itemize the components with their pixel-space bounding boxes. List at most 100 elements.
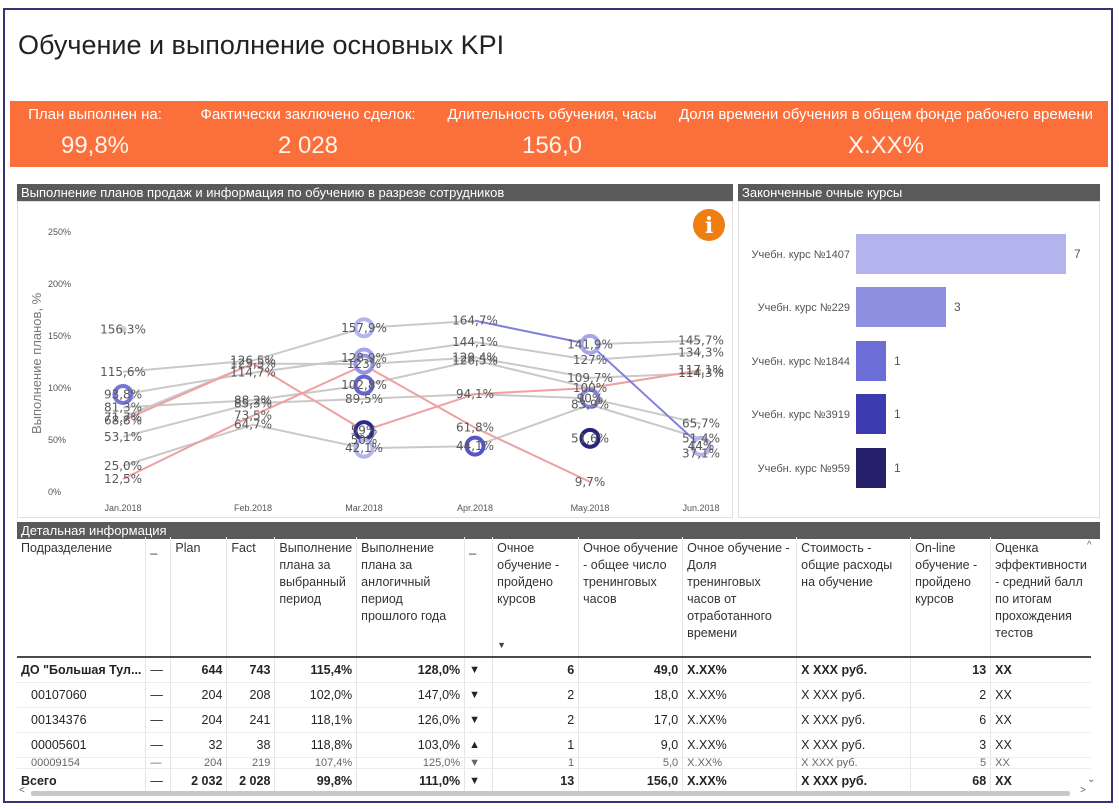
bar-category-label: Учебн. курс №959 <box>758 463 850 475</box>
info-icon[interactable]: i <box>693 209 725 241</box>
col-subdivision-header[interactable]: Подразделение <box>17 537 146 657</box>
col-plan-last-year-header[interactable]: Выполнение плана за анлогичный период пр… <box>356 537 465 657</box>
kpi-training-share[interactable]: Доля времени обучения в общем фонде рабо… <box>666 101 1106 167</box>
series-line[interactable] <box>122 341 702 396</box>
bar[interactable] <box>856 234 1066 274</box>
col-plan-cell: 644 <box>170 656 227 683</box>
series-point[interactable] <box>119 325 127 333</box>
bar[interactable] <box>856 287 946 327</box>
table-row-total[interactable]: Всего —2 032 2 028 99,8% 111,0% ▼ 13 156,0 X.XX%… <box>17 768 1091 793</box>
col-indicator-cell: — <box>145 656 171 683</box>
data-label: 37,1% <box>682 446 720 460</box>
training-marker[interactable] <box>112 383 134 405</box>
scroll-right-icon[interactable]: > <box>1080 785 1086 796</box>
courses-bar-chart[interactable]: Учебн. курс №1407 7 Учебн. курс №229 3 Учебн… <box>738 199 1100 517</box>
col-online-courses-header[interactable]: On-line обучение - пройдено курсов <box>910 537 991 657</box>
data-label: 51,4% <box>682 432 720 446</box>
training-marker[interactable] <box>353 317 375 339</box>
col-plan-cell: 204 <box>170 707 227 733</box>
data-label: 157,9% <box>341 321 387 335</box>
col-training-share-cell: X.XX% <box>682 682 797 708</box>
training-marker[interactable] <box>690 435 712 457</box>
bar[interactable] <box>856 448 886 488</box>
col-cost-cell: X XXX руб. <box>796 732 911 758</box>
scroll-thumb[interactable] <box>31 791 1070 796</box>
x-tick-label: Feb.2018 <box>234 503 272 513</box>
training-marker[interactable] <box>353 374 375 396</box>
info-icon-circle[interactable] <box>693 209 725 241</box>
table-row-group[interactable]: ДО "Большая Тул... —644 743 115,4% 128,0% ▼ 6 4… <box>17 656 1091 683</box>
table-row[interactable]: 00134376—204 241 118,1% 126,0% ▼ 2 17,0 X.XX% X … <box>17 707 1091 733</box>
training-marker[interactable] <box>353 437 375 459</box>
line-panel-title: Выполнение планов продаж и информация по… <box>17 184 733 201</box>
column-header-label: Очное обучение - Доля тренинговых часов … <box>687 541 790 640</box>
col-plan-completion-cell: 102,0% <box>274 682 357 708</box>
training-marker[interactable] <box>353 353 375 375</box>
col-online-courses-cell: 5 <box>910 757 991 769</box>
column-header-label: Оценка эффективности - средний балл по и… <box>995 541 1087 640</box>
line-panel-border <box>17 201 733 518</box>
data-label: 144,1% <box>452 335 498 349</box>
col-training-hours-header[interactable]: Очное обучение - общее число тренинговых… <box>578 537 683 657</box>
scroll-down-icon[interactable]: ⌄ <box>1087 774 1096 785</box>
col-trend-header[interactable]: _ <box>464 537 493 657</box>
col-trend-cell: ▼ <box>464 768 493 793</box>
sales-plan-line-chart[interactable]: 0% 50% 100% 150% 200% 250% Выполнение планов, … <box>17 199 733 517</box>
data-label: 123% <box>347 357 381 371</box>
col-cost-header[interactable]: Стоимость - общие расходы на обучение <box>796 537 911 657</box>
col-subdivision-cell: 00009154 <box>17 757 146 769</box>
kpi-plan-completed[interactable]: План выполнен на: 99,8% <box>10 101 180 167</box>
series-line[interactable] <box>122 319 702 373</box>
x-tick-label: Mar.2018 <box>345 503 383 513</box>
table-row[interactable]: 00009154—204 219 107,4% 125,0% ▼ 1 5,0 X.XX% X X… <box>17 757 1091 769</box>
data-label: 114,3% <box>678 366 724 380</box>
bar[interactable] <box>856 394 886 434</box>
bar[interactable] <box>856 341 886 381</box>
col-plan-header[interactable]: Plan <box>170 537 227 657</box>
col-fact-cell: 38 <box>226 732 275 758</box>
vertical-scrollbar[interactable]: ^ ⌄ <box>1085 540 1099 785</box>
detail-table-container[interactable]: Подразделение _ Plan Fact Выполнение плана з… <box>17 537 1100 793</box>
table-row[interactable]: 00107060—204 208 102,0% 147,0% ▼ 2 18,0 X.XX% X … <box>17 682 1091 708</box>
data-label: 145,7% <box>678 333 724 347</box>
scroll-up-icon[interactable]: ^ <box>1087 540 1092 551</box>
training-marker[interactable] <box>579 387 601 409</box>
col-plan-completion-header[interactable]: Выполнение плана за выбранный период <box>274 537 357 657</box>
y-tick-label: 50% <box>48 435 66 445</box>
training-marker[interactable] <box>464 435 486 457</box>
training-marker[interactable] <box>579 427 601 449</box>
series-line[interactable] <box>122 362 702 432</box>
x-tick-label: May.2018 <box>571 503 610 513</box>
data-label: 156,3% <box>100 322 146 336</box>
col-test-score-cell: XX <box>990 757 1091 769</box>
series-line[interactable] <box>122 403 702 467</box>
column-header-label: On-line обучение - пройдено курсов <box>915 541 978 606</box>
training-marker[interactable] <box>579 333 601 355</box>
scroll-left-icon[interactable]: < <box>19 785 25 796</box>
data-label: 109,7% <box>567 371 613 385</box>
col-indicator-cell: — <box>145 757 171 769</box>
col-test-score-header[interactable]: Оценка эффективности - средний балл по и… <box>990 537 1091 657</box>
kpi-value: 99,8% <box>60 132 130 159</box>
col-fact-header[interactable]: Fact <box>226 537 275 657</box>
sort-descending-icon[interactable]: ▼ <box>497 640 507 650</box>
kpi-label: Длительность обучения, часы <box>447 106 657 123</box>
col-fact-cell: 208 <box>226 682 275 708</box>
col-courses-completed-cell: 2 <box>492 682 579 708</box>
col-plan-last-year-cell: 111,0% <box>356 768 465 793</box>
col-training-share-cell: X.XX% <box>682 656 797 683</box>
data-label: 164,7% <box>452 314 498 328</box>
kpi-training-hours[interactable]: Длительность обучения, часы 156,0 <box>440 101 664 167</box>
data-label: 129,4% <box>452 350 498 364</box>
horizontal-scrollbar[interactable]: < > <box>17 785 1100 798</box>
col-training-share-header[interactable]: Очное обучение - Доля тренинговых часов … <box>682 537 797 657</box>
kpi-deals-closed[interactable]: Фактически заключено сделок: 2 028 <box>188 101 428 167</box>
col-indicator-header[interactable]: _ <box>145 537 171 657</box>
table-row[interactable]: 00005601—32 38 118,8% 103,0% ▲ 1 9,0 X.XX% X XXX… <box>17 732 1091 758</box>
data-label: 9,7% <box>575 475 606 489</box>
col-courses-completed-header[interactable]: Очное обучение - пройдено курсов ▼ <box>492 537 579 657</box>
data-label: 128,9% <box>341 351 387 365</box>
data-label: 94,1% <box>456 387 494 401</box>
table-header-row: Подразделение _ Plan Fact Выполнение плана з… <box>17 537 1091 657</box>
data-label: 114,7% <box>230 366 276 380</box>
